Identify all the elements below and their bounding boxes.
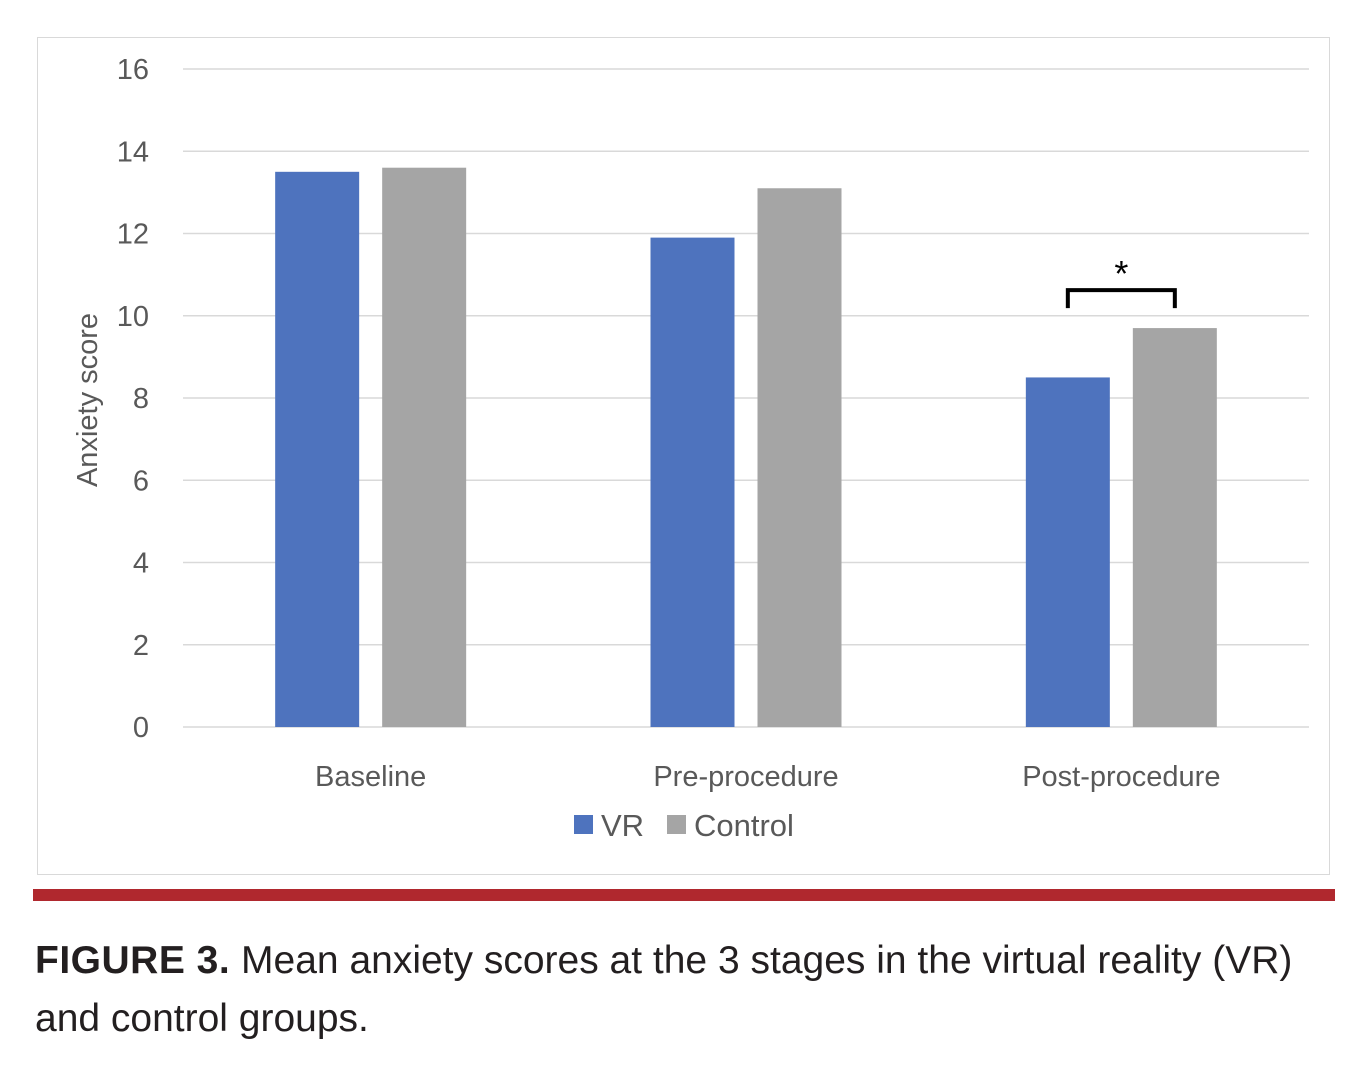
y-tick-label: 0 — [133, 712, 149, 744]
y-tick-label: 14 — [117, 136, 149, 168]
caption-label: FIGURE 3. — [35, 939, 231, 982]
y-tick-label: 10 — [117, 301, 149, 333]
x-tick-label: Post-procedure — [1022, 761, 1220, 793]
legend-swatch-control — [667, 815, 686, 834]
bar-control-baseline — [382, 167, 467, 727]
y-tick-label: 6 — [133, 465, 149, 497]
x-tick-label: Baseline — [315, 761, 426, 793]
legend-swatch-vr — [574, 815, 593, 834]
bar-control-pre-procedure — [757, 188, 842, 727]
figure-caption: FIGURE 3. Mean anxiety scores at the 3 s… — [35, 932, 1345, 1048]
bar-vr-post-procedure — [1025, 377, 1110, 727]
caption-text: Mean anxiety scores at the 3 stages in t… — [35, 939, 1293, 1040]
y-tick-label: 4 — [133, 548, 149, 580]
y-tick-label: 12 — [117, 219, 149, 251]
y-tick-label: 16 — [117, 54, 149, 86]
bar-vr-baseline — [275, 171, 360, 727]
caption-divider-rule — [33, 889, 1335, 901]
x-tick-label: Pre-procedure — [653, 761, 838, 793]
y-axis-title: Anxiety score — [72, 313, 104, 487]
significance-bracket — [1065, 288, 1177, 309]
y-tick-label: 2 — [133, 630, 149, 662]
bar-control-post-procedure — [1132, 328, 1217, 727]
significance-asterisk: * — [1114, 253, 1128, 294]
legend-label-vr: VR — [601, 808, 644, 843]
y-tick-label: 8 — [133, 383, 149, 415]
bar-chart: 0 2 4 6 8 10 12 14 16 Anxiety score Baseline Pre-pr… — [72, 54, 1309, 843]
legend-label-control: Control — [694, 808, 794, 843]
bar-vr-pre-procedure — [650, 237, 735, 728]
chart-frame: 0 2 4 6 8 10 12 14 16 Anxiety score Baseline Pre-pr… — [37, 37, 1330, 875]
